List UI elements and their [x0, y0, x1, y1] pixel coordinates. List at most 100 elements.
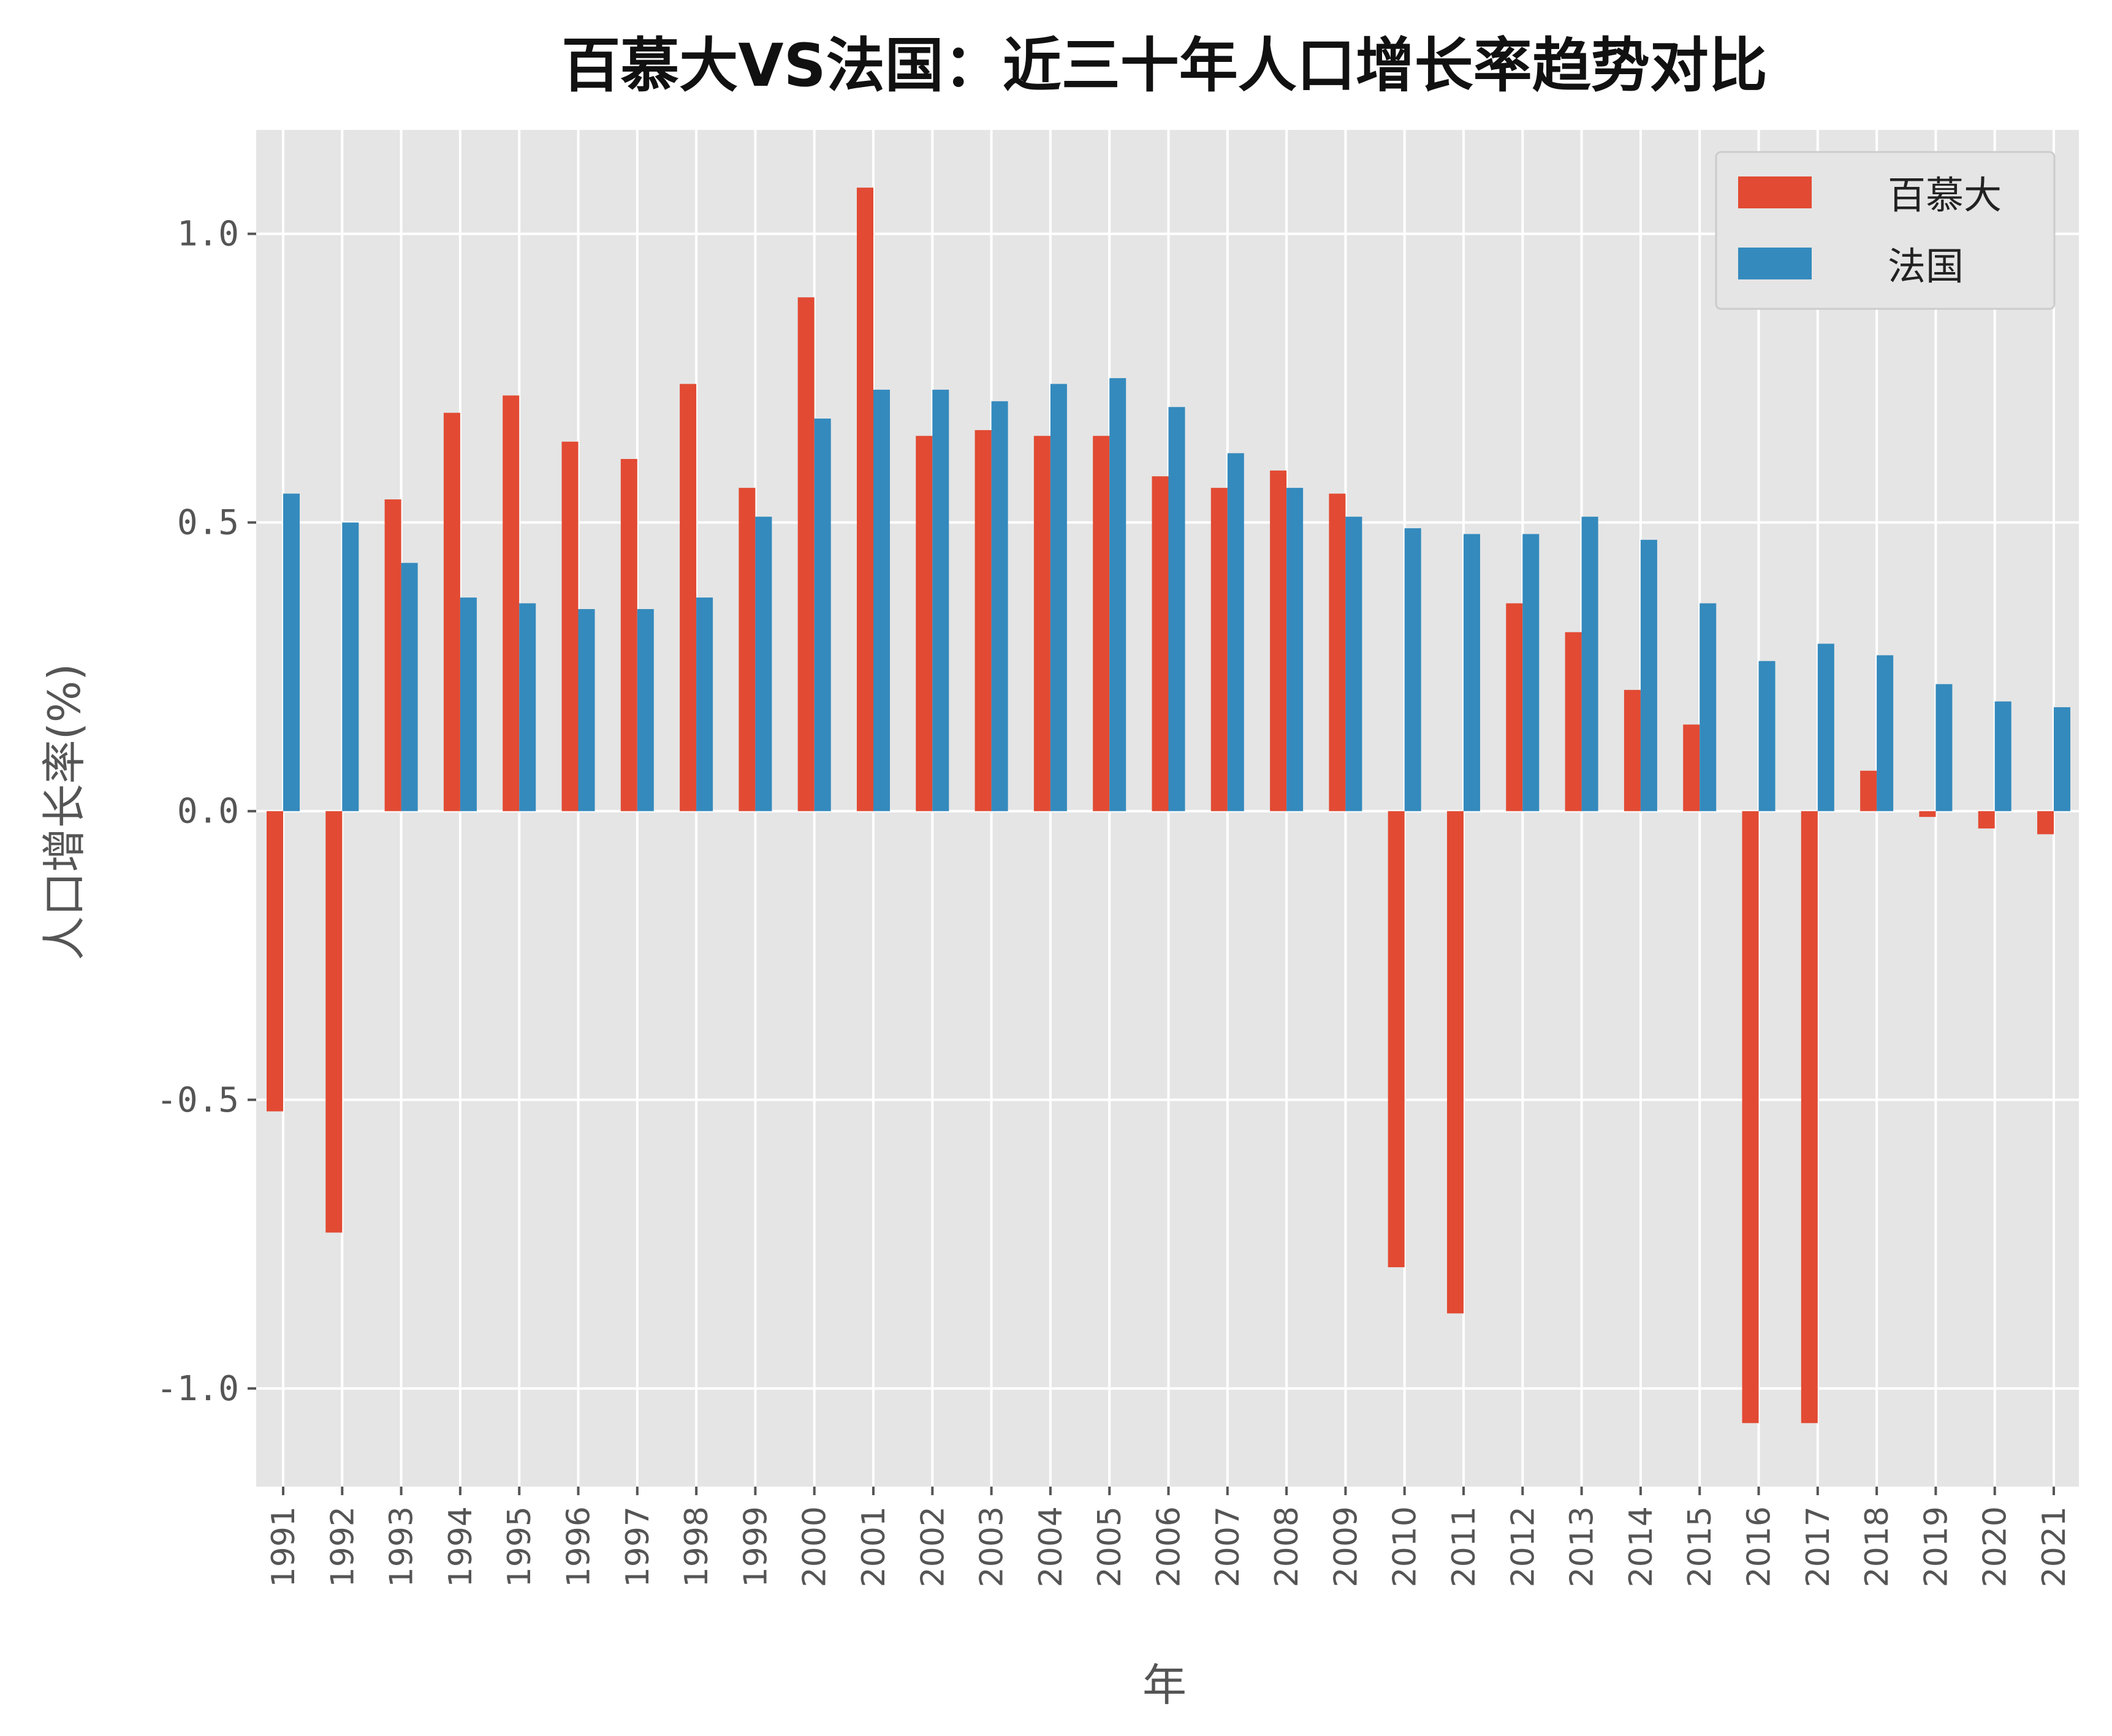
bar-bermuda-1997 [620, 459, 637, 811]
x-tick-label: 2000 [797, 1506, 834, 1587]
bar-bermuda-2008 [1270, 470, 1287, 811]
x-tick-label: 2020 [1977, 1506, 2014, 1587]
bar-bermuda-2000 [797, 297, 815, 811]
x-tick-label: 1994 [443, 1506, 479, 1587]
legend-label-france: 法国 [1888, 244, 1964, 289]
x-tick-label: 2019 [1918, 1506, 1954, 1587]
bar-france-2004 [1050, 384, 1067, 811]
x-tick-label: 2008 [1269, 1506, 1305, 1587]
bar-france-1993 [401, 563, 418, 811]
bar-bermuda-2018 [1860, 770, 1877, 811]
bar-bermuda-2021 [2037, 811, 2054, 835]
x-tick-label: 2001 [856, 1506, 892, 1587]
x-axis-ticks: 1991 1992 1993 1994 1995 1996 1997 1998 1999 2000… [265, 1487, 2073, 1587]
legend-label-bermuda: 百慕大 [1888, 173, 2002, 218]
bar-bermuda-2011 [1447, 811, 1464, 1314]
bar-bermuda-2020 [1978, 811, 1995, 828]
x-tick-label: 1996 [561, 1506, 598, 1587]
bar-france-2015 [1700, 603, 1717, 811]
bar-bermuda-2014 [1624, 689, 1641, 811]
bar-france-1998 [696, 597, 713, 811]
bar-france-2011 [1464, 534, 1480, 811]
x-tick-label: 2004 [1033, 1506, 1069, 1587]
bars [267, 188, 2070, 1423]
x-tick-label: 2016 [1741, 1506, 1778, 1587]
x-tick-label: 2021 [2036, 1506, 2073, 1587]
bar-france-1992 [342, 522, 359, 811]
x-tick-label: 1993 [384, 1506, 420, 1587]
bar-france-2014 [1640, 539, 1657, 811]
bar-france-2008 [1286, 488, 1304, 811]
bar-bermuda-2019 [1919, 811, 1936, 817]
bar-bermuda-2003 [974, 430, 992, 811]
bar-bermuda-1999 [739, 488, 756, 811]
bar-france-2013 [1581, 517, 1598, 811]
legend: 百慕大 法国 [1715, 151, 2056, 310]
bar-bermuda-2004 [1033, 436, 1050, 811]
bar-bermuda-1996 [561, 441, 579, 811]
x-tick-label: 2012 [1505, 1506, 1541, 1587]
bar-france-2007 [1227, 453, 1244, 811]
x-tick-label: 2017 [1800, 1506, 1837, 1587]
x-tick-label: 1995 [501, 1506, 538, 1587]
bar-france-2012 [1522, 534, 1540, 811]
x-tick-label: 1998 [678, 1506, 715, 1587]
y-tick-label: 0.0 [177, 792, 239, 832]
bar-bermuda-2010 [1388, 811, 1405, 1267]
bar-bermuda-1991 [267, 811, 283, 1112]
x-axis-label: 年 [1142, 1659, 1187, 1711]
bar-france-1996 [578, 608, 595, 811]
bar-france-1994 [460, 597, 477, 811]
bar-france-2016 [1758, 661, 1776, 811]
bar-france-2010 [1404, 528, 1421, 811]
bar-france-2005 [1109, 378, 1126, 811]
bar-bermuda-2012 [1506, 603, 1523, 811]
x-tick-label: 2002 [914, 1506, 951, 1587]
x-tick-label: 2003 [974, 1506, 1011, 1587]
bar-bermuda-2013 [1565, 632, 1582, 811]
x-tick-label: 1991 [265, 1506, 302, 1587]
x-tick-label: 2010 [1387, 1506, 1424, 1587]
bar-france-1995 [519, 603, 536, 811]
bar-bermuda-2006 [1152, 476, 1169, 811]
bar-bermuda-2005 [1093, 436, 1110, 811]
bar-bermuda-2009 [1329, 493, 1346, 811]
bar-france-2018 [1877, 655, 1894, 811]
legend-swatch-bermuda [1738, 176, 1812, 208]
bar-bermuda-1994 [443, 412, 460, 811]
bar-bermuda-2007 [1210, 488, 1228, 811]
x-tick-label: 2009 [1328, 1506, 1364, 1587]
legend-box [1715, 151, 2056, 310]
bar-france-1991 [283, 493, 300, 811]
bar-bermuda-2016 [1742, 811, 1759, 1423]
bar-bermuda-2015 [1683, 724, 1700, 811]
bar-bermuda-1992 [325, 811, 343, 1233]
legend-swatch-france [1738, 248, 1812, 279]
bar-france-1999 [755, 517, 772, 811]
bar-france-2006 [1168, 407, 1185, 811]
bar-france-2020 [1994, 701, 2011, 811]
bar-bermuda-2001 [857, 188, 873, 811]
y-axis-label: 人口增长率(%) [39, 664, 90, 961]
bar-france-2000 [814, 419, 831, 811]
bar-france-2009 [1345, 517, 1362, 811]
x-tick-label: 1992 [324, 1506, 361, 1587]
bar-france-2003 [991, 401, 1008, 811]
bar-france-2017 [1817, 643, 1834, 811]
chart-title: 百慕大VS法国：近三十年人口增长率趋势对比 [561, 31, 1767, 100]
x-tick-label: 2005 [1092, 1506, 1128, 1587]
x-tick-label: 2006 [1151, 1506, 1188, 1587]
bar-france-2001 [873, 389, 890, 811]
bar-france-1997 [637, 608, 654, 811]
bar-bermuda-1993 [384, 499, 401, 811]
bar-france-2002 [932, 389, 949, 811]
y-axis-ticks: -1.0 -0.5 0.0 0.5 1.0 [156, 214, 256, 1409]
bar-france-2021 [2054, 707, 2070, 811]
x-tick-label: 1997 [620, 1506, 656, 1587]
y-tick-label: 0.5 [177, 503, 239, 543]
bar-bermuda-1995 [503, 395, 520, 811]
x-tick-label: 2014 [1623, 1506, 1660, 1587]
x-tick-label: 2018 [1859, 1506, 1896, 1587]
y-tick-label: -1.0 [156, 1369, 239, 1409]
